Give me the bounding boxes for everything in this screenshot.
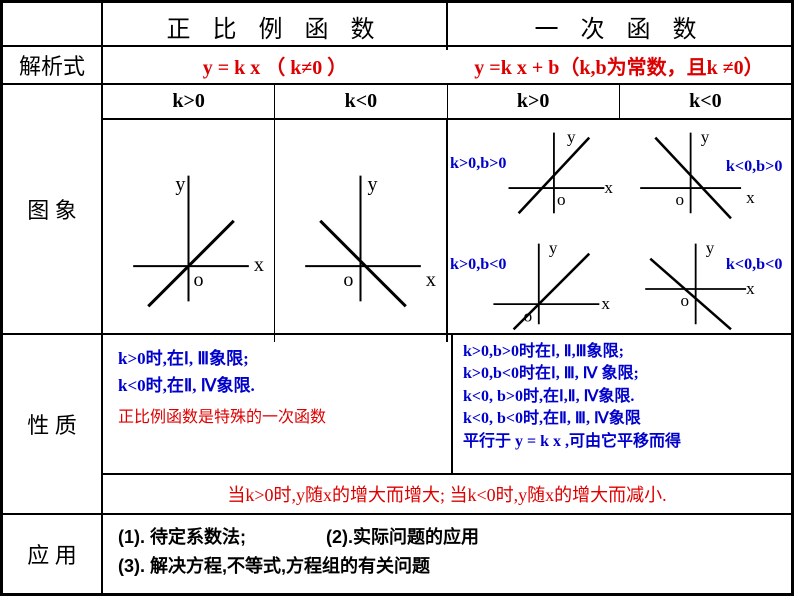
- svg-text:o: o: [680, 291, 689, 310]
- svg-text:y: y: [549, 239, 558, 258]
- graph-label: 图 象: [3, 85, 103, 333]
- sub-kpos-2: k>0: [448, 85, 620, 118]
- svg-text:x: x: [746, 188, 755, 207]
- svg-text:x: x: [254, 254, 264, 276]
- graph-prop-kpos: y x o: [103, 120, 275, 342]
- svg-text:o: o: [524, 306, 533, 325]
- svg-text:o: o: [343, 269, 353, 291]
- svg-text:y: y: [700, 128, 709, 147]
- sub-kneg-1: k<0: [275, 85, 447, 118]
- svg-text:o: o: [675, 190, 684, 209]
- svg-text:y: y: [705, 239, 714, 258]
- graph-lin-kneg-bneg: y x o k<0,b<0: [620, 231, 792, 342]
- prop-bottom: 当k>0时,y随x的增大而增大; 当k<0时,y随x的增大而减小.: [103, 473, 791, 513]
- svg-text:k<0,b>0: k<0,b>0: [725, 158, 781, 175]
- svg-text:x: x: [601, 294, 610, 313]
- svg-text:y: y: [368, 174, 378, 196]
- prop-left: k>0时,在Ⅰ, Ⅲ象限; k<0时,在Ⅱ, Ⅳ象限. 正比例函数是特殊的一次函…: [103, 335, 453, 473]
- header-linear: 一 次 函 数: [448, 3, 791, 50]
- svg-text:y: y: [175, 174, 185, 196]
- svg-text:x: x: [746, 279, 755, 298]
- app-content: (1). 待定系数法;(2).实际问题的应用 (3). 解决方程,不等式,方程组…: [103, 515, 791, 589]
- graph-lin-kneg-bpos: y x o k<0,b>0: [620, 120, 792, 231]
- svg-text:k<0,b<0: k<0,b<0: [725, 256, 781, 273]
- graph-prop-kneg: y x o: [275, 120, 446, 342]
- app-label: 应 用: [3, 515, 103, 593]
- formula-label: 解析式: [3, 47, 103, 83]
- header-empty: [3, 3, 103, 45]
- svg-text:y: y: [567, 128, 576, 147]
- sub-kneg-2: k<0: [620, 85, 791, 118]
- svg-text:x: x: [604, 178, 613, 197]
- svg-text:o: o: [557, 190, 566, 209]
- graph-lin-kpos-bneg: y x o k>0,b<0: [448, 231, 620, 342]
- svg-text:o: o: [194, 269, 204, 291]
- graph-lin-kpos-bpos: y x o k>0,b>0: [448, 120, 620, 231]
- svg-text:k>0,b>0: k>0,b>0: [450, 155, 506, 172]
- svg-text:x: x: [426, 269, 436, 291]
- header-proportional: 正 比 例 函 数: [103, 3, 448, 50]
- sub-kpos-1: k>0: [103, 85, 275, 118]
- prop-label: 性 质: [3, 335, 103, 513]
- svg-text:k>0,b<0: k>0,b<0: [450, 256, 506, 273]
- prop-right: k>0,b>0时在Ⅰ, Ⅱ,Ⅲ象限; k>0,b<0时在Ⅰ, Ⅲ, Ⅳ 象限; …: [453, 335, 791, 473]
- formula-linear: y =k x + b（k,b为常数，且k ≠0）: [474, 51, 763, 80]
- comparison-table: 正 比 例 函 数 一 次 函 数 解析式 y = k x （ k≠0 ） y …: [0, 0, 794, 596]
- formula-proportional: y = k x （ k≠0 ）: [203, 51, 348, 80]
